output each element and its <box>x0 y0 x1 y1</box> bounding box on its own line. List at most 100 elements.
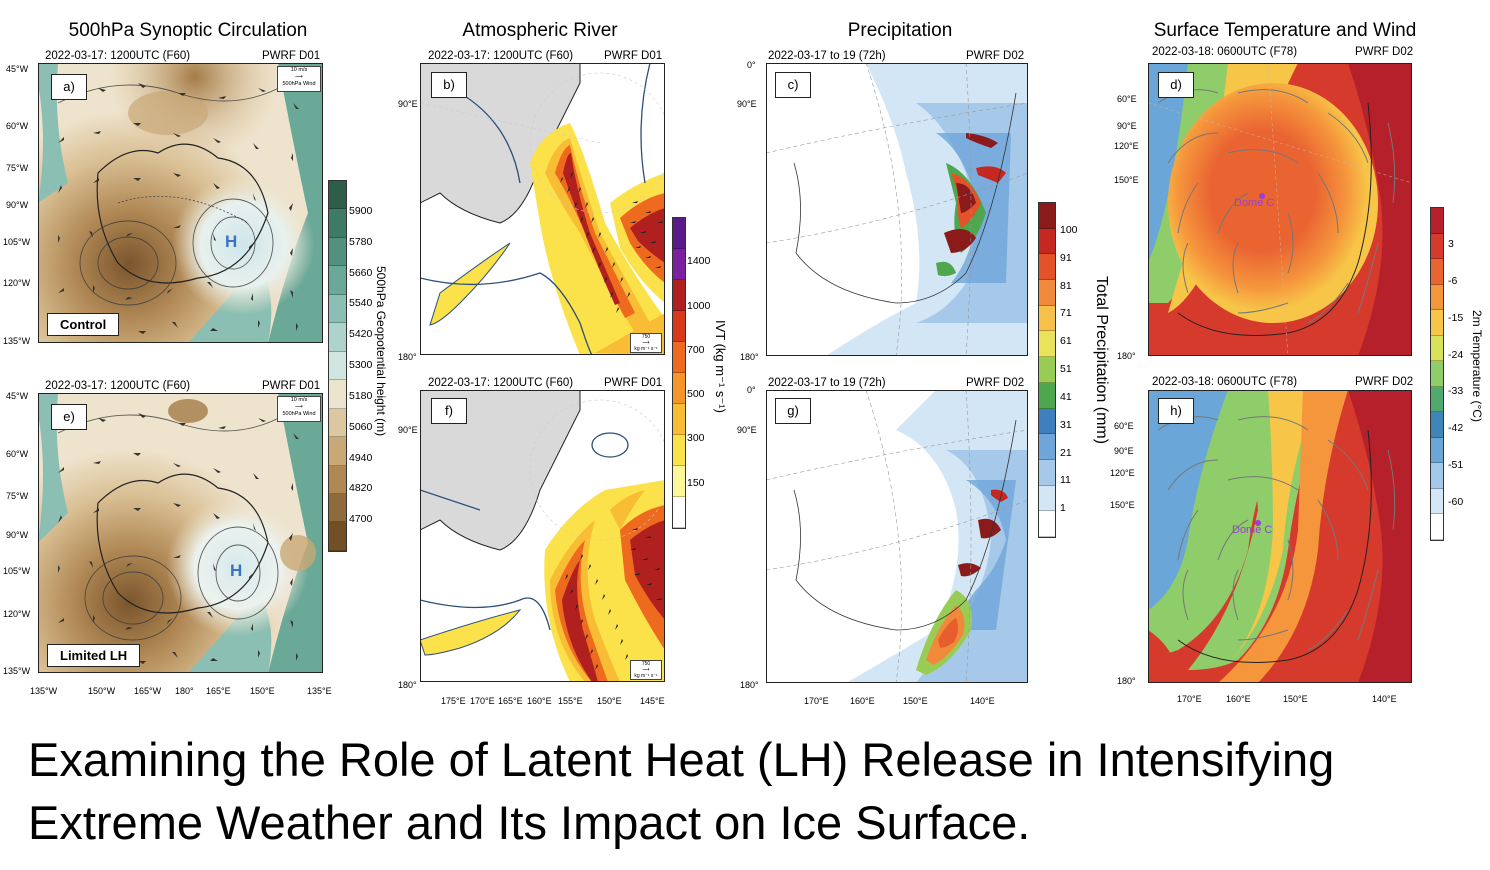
panel-a-label: a) <box>51 74 87 100</box>
colorbar-temp-swatch <box>1431 284 1443 311</box>
colorbar-ivt-labels: 1400 1000 700 500 300 150 <box>687 217 727 529</box>
colorbar-ivt-swatch <box>673 311 685 342</box>
ivt-legend-arrow-icon: ⟶ <box>642 340 650 346</box>
tick-f-lon-4: 155°E <box>558 696 583 706</box>
colorbar-ivt-label: 150 <box>687 476 705 489</box>
colorbar-gph-swatch <box>329 465 346 494</box>
tick-e-lat-1: 60°W <box>6 449 29 459</box>
tick-e-lon-0: 135°W <box>30 686 58 696</box>
tick-a-lat-6: 135°W <box>3 336 31 346</box>
ivt-legend-unit: kg m⁻¹ s⁻¹ <box>634 346 658 352</box>
panel-h-map <box>1148 390 1412 683</box>
colorbar-gph-swatch <box>329 323 346 352</box>
colorbar-ivt-swatch <box>673 373 685 404</box>
tick-c-lat-2: 180° <box>740 352 759 362</box>
panel-c-label: c) <box>775 72 811 98</box>
tick-a-lat-1: 60°W <box>6 121 29 131</box>
column-title-ar: Atmospheric River <box>462 20 618 41</box>
tick-d-lat-1: 90°E <box>1117 121 1137 131</box>
colorbar-gph-label: 5900 <box>349 204 373 217</box>
colorbar-gph-label: 5300 <box>349 359 373 371</box>
colorbar-ivt-label: 1400 <box>687 255 711 268</box>
colorbar-ivt-swatch <box>673 435 685 466</box>
colorbar-gph-label: 5780 <box>349 235 373 248</box>
panel-c-date: 2022-03-17 to 19 (72h) <box>768 50 886 62</box>
tick-g-lon-3: 140°E <box>970 696 995 706</box>
tick-g-lat-1: 90°E <box>737 425 757 435</box>
wind-legend-var: 500hPa Wind <box>282 411 316 417</box>
colorbar-temp-swatch <box>1431 412 1443 438</box>
colorbar-precip-label: 1 <box>1060 502 1066 515</box>
panel-d-domain: PWRF D02 <box>1355 46 1414 58</box>
panel-g-label: g) <box>775 398 811 424</box>
colorbar-temp-swatch <box>1431 463 1443 489</box>
colorbar-gph-swatch <box>329 209 346 238</box>
wind-legend-arrow-icon: ⟶ <box>295 404 303 410</box>
tick-g-lat-2: 180° <box>740 680 759 690</box>
colorbar-ivt-swatch <box>673 466 685 497</box>
colorbar-ivt-swatch <box>673 497 685 528</box>
colorbar-gph-label: 5540 <box>349 297 373 310</box>
tick-d-lat-2: 120°E <box>1114 141 1139 151</box>
colorbar-temp-label: 3 <box>1448 237 1454 250</box>
colorbar-precip-label: 21 <box>1060 446 1072 459</box>
tick-f-lon-3: 160°E <box>527 696 552 706</box>
colorbar-precip-labels: 100 91 81 71 61 51 41 31 21 11 1 <box>1060 202 1100 538</box>
panel-d-station-dot <box>1259 193 1265 199</box>
tick-h-lon-3: 140°E <box>1372 694 1397 704</box>
colorbar-precip-swatch <box>1039 459 1055 486</box>
tick-d-lat-0: 60°E <box>1117 94 1137 104</box>
tick-e-lat-4: 105°W <box>3 566 31 576</box>
panel-c-map <box>766 63 1028 356</box>
panel-f-map <box>420 390 665 682</box>
tick-a-lat-3: 90°W <box>6 200 29 210</box>
ivt-legend-value: 750 <box>641 661 651 667</box>
tick-c-lat-1: 90°E <box>737 99 757 109</box>
tick-g-lat-0: 0° <box>747 385 756 395</box>
panel-g-map <box>766 390 1028 683</box>
colorbar-gph-labels: 5900 5780 5660 5540 5420 5300 5180 5060 4940 4820… <box>349 180 389 552</box>
colorbar-temp-label: -6 <box>1448 274 1458 287</box>
colorbar-gph-swatch <box>329 181 346 210</box>
colorbar-precip-label: 11 <box>1060 474 1071 487</box>
colorbar-precip-swatch <box>1039 280 1055 306</box>
ivt-legend-unit: kg m⁻¹ s⁻¹ <box>634 673 658 679</box>
colorbar-gph-label: 4700 <box>349 513 373 526</box>
colorbar-gph-swatch <box>329 266 346 295</box>
colorbar-gph-swatch <box>329 493 346 523</box>
colorbar-temp-swatch <box>1431 386 1443 413</box>
tick-e-lon-3: 180° <box>175 686 194 696</box>
tick-d-lat-4: 180° <box>1117 351 1136 361</box>
colorbar-ivt-label: 700 <box>687 343 705 356</box>
colorbar-temp-swatch <box>1431 310 1443 336</box>
colorbar-precip-swatch <box>1039 203 1055 229</box>
colorbar-precip-title: Total Precipitation (mm) <box>1093 276 1110 445</box>
tick-e-lat-2: 75°W <box>6 491 29 501</box>
colorbar-temp-swatch <box>1431 514 1443 540</box>
caption-line-1: Examining the Role of Latent Heat (LH) R… <box>28 733 1335 786</box>
colorbar-temp-swatch <box>1431 208 1443 234</box>
tick-f-lat-1: 180° <box>398 680 417 690</box>
tick-f-lon-6: 145°E <box>640 696 665 706</box>
tick-h-lat-0: 60°E <box>1114 421 1134 431</box>
panel-f-date: 2022-03-17: 1200UTC (F60) <box>428 377 574 389</box>
panel-e-label: e) <box>51 404 87 430</box>
tick-a-lat-2: 75°W <box>6 163 29 173</box>
panel-h-domain: PWRF D02 <box>1355 376 1414 388</box>
colorbar-precip-swatch <box>1039 254 1055 281</box>
panel-a-experiment: Control <box>47 313 120 336</box>
panel-h-label: h) <box>1158 398 1194 424</box>
colorbar-precip-swatch <box>1039 408 1055 435</box>
tick-e-lat-5: 120°W <box>3 609 31 619</box>
panel-d-station-label: Dome C <box>1234 197 1275 209</box>
tick-g-lon-1: 160°E <box>850 696 875 706</box>
colorbar-precip-label: 51 <box>1060 363 1072 375</box>
tick-a-lat-5: 120°W <box>3 278 31 288</box>
ivt-legend-value: 750 <box>641 334 651 340</box>
panel-b-ivt-legend: 750 ⟶ kg m⁻¹ s⁻¹ <box>630 333 662 353</box>
tick-h-lat-1: 90°E <box>1114 446 1134 456</box>
colorbar-ivt-label: 1000 <box>687 299 711 312</box>
tick-b-lat-1: 180° <box>398 352 417 362</box>
colorbar-ivt-swatch <box>673 249 685 280</box>
tick-b-lat-0: 90°E <box>398 99 418 109</box>
